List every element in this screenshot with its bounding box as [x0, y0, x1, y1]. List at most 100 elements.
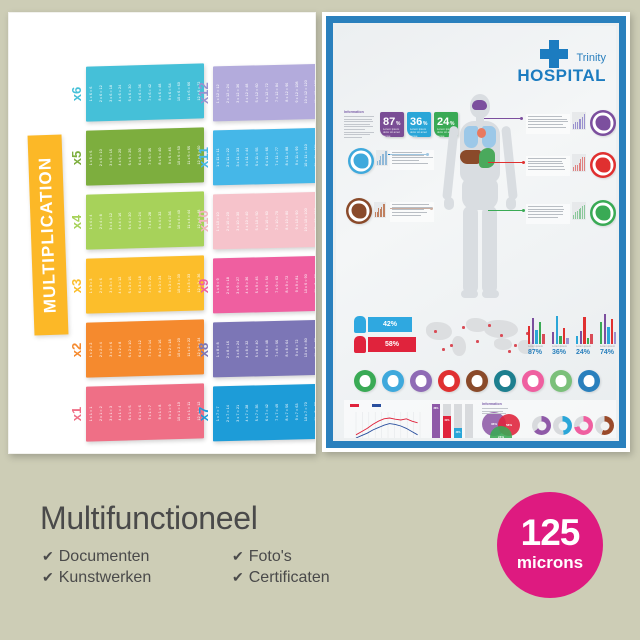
multiplication-row: 3 x 1 = 3 [108, 406, 114, 421]
callout-lungs [390, 150, 434, 170]
feature-label: Foto's [249, 548, 292, 565]
multiplication-row: 8 x 10 = 80 [284, 211, 290, 230]
bar [607, 327, 609, 344]
mini-bar [378, 208, 379, 217]
callout-line [392, 207, 432, 208]
multiplication-row: 1 x 12 = 12 [215, 84, 221, 103]
multiplication-block-x10[interactable]: x10 1 x 10 = 10 2 x 10 = 20 3 x 10 = 30 4 x … [194, 193, 316, 251]
multiplication-row: 3 x 3 = 9 [108, 278, 114, 293]
tooth-icon[interactable] [494, 370, 516, 392]
love-icon[interactable] [522, 370, 544, 392]
connector-dot [522, 161, 525, 164]
callout-line [528, 124, 563, 125]
heart-icon[interactable] [438, 370, 460, 392]
callout-line [392, 212, 427, 213]
brain-icon[interactable] [410, 370, 432, 392]
icon-glyph [360, 375, 371, 387]
multiplication-block-x4[interactable]: x4 1 x 4 = 42 x 4 = 83 x 4 = 12 4 x 4 = 16… [67, 193, 205, 251]
callout-line [392, 204, 429, 205]
multiplication-row: 4 x 2 = 8 [117, 342, 123, 357]
feature-item-certificaten: ✔ Certificaten [232, 569, 330, 587]
multiplication-table-x5: 1 x 5 = 52 x 5 = 10 3 x 5 = 15 4 x 5 = 20 5… [86, 127, 204, 185]
brain-icon-large [590, 110, 616, 136]
multiplication-row: 5 x 10 = 50 [254, 211, 260, 230]
multiplication-row: 3 x 8 = 24 [235, 341, 241, 358]
bar [552, 332, 554, 344]
mini-bar [579, 209, 580, 219]
multiplication-row: 7 x 10 = 70 [274, 211, 280, 230]
callout-line [392, 152, 422, 153]
mini-bar [580, 159, 581, 171]
multiplication-banner-title: MULTIPLICATION [35, 156, 60, 313]
multiplication-row: 10 x 10 = 100 [303, 208, 309, 231]
icon-glyph [528, 375, 539, 387]
multiplication-row: 8 x 4 = 32 [157, 212, 163, 229]
multiplication-row: 6 x 9 = 54 [264, 276, 270, 293]
apple-icon[interactable] [578, 370, 600, 392]
multiplication-row: 11 x 9 = 99 [313, 274, 316, 293]
mini-bar [577, 211, 578, 219]
multiplication-block-x12[interactable]: x12 1 x 12 = 12 2 x 12 = 24 3 x 12 = 36 4 x … [194, 65, 316, 123]
multiplication-block-x3[interactable]: x3 1 x 3 = 32 x 3 = 63 x 3 = 94 x 3 = 12 5… [67, 257, 205, 315]
multiplication-row: 3 x 6 = 18 [108, 85, 114, 102]
bar-group-value: 24% [576, 349, 590, 356]
mini-bar [385, 151, 386, 165]
multiplication-row: 5 x 11 = 55 [254, 147, 260, 166]
multiplication-row: 11 x 7 = 77 [313, 402, 316, 421]
mini-bar [382, 154, 383, 165]
multiplication-block-x9[interactable]: x9 1 x 9 = 92 x 9 = 18 3 x 9 = 27 4 x 9 = 3… [194, 257, 316, 315]
mini-bar [579, 119, 580, 129]
multiplication-row: 10 x 6 = 60 [176, 82, 182, 101]
multiplication-row: 10 x 7 = 70 [303, 402, 309, 421]
multiplication-row: 8 x 6 = 48 [157, 84, 163, 101]
multiplication-block-x7[interactable]: x7 1 x 7 = 72 x 7 = 14 3 x 7 = 21 4 x 7 = 2… [194, 385, 316, 443]
multiplication-block-x11[interactable]: x11 1 x 11 = 11 2 x 11 = 22 3 x 11 = 33 4 x … [194, 129, 316, 187]
multiplication-table-x11: 1 x 11 = 11 2 x 11 = 22 3 x 11 = 33 4 x 11 … [213, 128, 316, 186]
poster-canvas: Trinity HOSPITAL Information [336, 26, 616, 438]
mini-bar [375, 212, 376, 217]
map-marker-dot [514, 344, 517, 347]
callout-line [392, 163, 428, 164]
liver-icon[interactable] [466, 370, 488, 392]
multiplication-row: 8 x 12 = 96 [284, 83, 290, 102]
multiplication-row: 2 x 4 = 8 [98, 214, 104, 229]
connector-line [488, 210, 524, 211]
multiplication-block-x5[interactable]: x5 1 x 5 = 52 x 5 = 10 3 x 5 = 15 4 x 5 = 2… [67, 129, 205, 187]
bar [604, 314, 606, 344]
poster-frame: Trinity HOSPITAL Information [326, 16, 626, 448]
bar-group-24 [576, 312, 593, 344]
stomach-icon[interactable] [354, 370, 376, 392]
bar-group-74 [600, 312, 616, 344]
bar-group-sublabel: Lorem ipsum [552, 345, 567, 348]
multiplication-row: 1 x 2 = 2 [88, 343, 94, 358]
bar-group-value: 36% [552, 349, 566, 356]
line-chart [348, 404, 422, 438]
logo-hospital-text: HOSPITAL [517, 66, 606, 86]
sleep-icon[interactable] [550, 370, 572, 392]
body-foot-left [461, 290, 478, 298]
multiplication-row: 3 x 12 = 36 [235, 84, 241, 103]
multiplication-poster[interactable]: MULTIPLICATION x6 1 x 6 = 62 x 6 = 12 3 x … [8, 12, 316, 454]
stomach-icon-large [590, 200, 616, 226]
multiplication-row: 10 x 4 = 40 [176, 210, 182, 229]
lungs-icon[interactable] [382, 370, 404, 392]
micron-unit: microns [497, 553, 603, 572]
map-landmass [426, 322, 452, 340]
hospital-infographic-poster[interactable]: Trinity HOSPITAL Information [322, 12, 630, 452]
world-map [422, 314, 542, 362]
donut-chart-row [532, 414, 616, 438]
multiplication-block-x2[interactable]: x2 1 x 2 = 22 x 2 = 43 x 2 = 64 x 2 = 85 … [67, 321, 205, 379]
multiplication-block-x6[interactable]: x6 1 x 6 = 62 x 6 = 12 3 x 6 = 18 4 x 6 = 2… [67, 65, 205, 123]
bar [556, 316, 558, 344]
multiplication-row: 10 x 9 = 90 [303, 274, 309, 293]
multiplication-row: 9 x 9 = 81 [294, 275, 300, 292]
multiplication-block-x8[interactable]: x8 1 x 8 = 82 x 8 = 16 3 x 8 = 24 4 x 8 = 3… [194, 321, 316, 379]
mini-bar-thumbnail [572, 202, 586, 220]
multiplication-row: 9 x 4 = 36 [167, 211, 173, 228]
multiplication-block-x1[interactable]: x1 1 x 1 = 12 x 1 = 23 x 1 = 34 x 1 = 45 … [67, 385, 205, 443]
micron-number: 125 [497, 492, 603, 552]
line-chart-svg [348, 404, 422, 438]
multiplication-row: 6 x 5 = 30 [137, 148, 143, 165]
multiplication-row: 1 x 6 = 6 [88, 87, 94, 102]
multiplication-row: 5 x 8 = 40 [254, 340, 260, 357]
